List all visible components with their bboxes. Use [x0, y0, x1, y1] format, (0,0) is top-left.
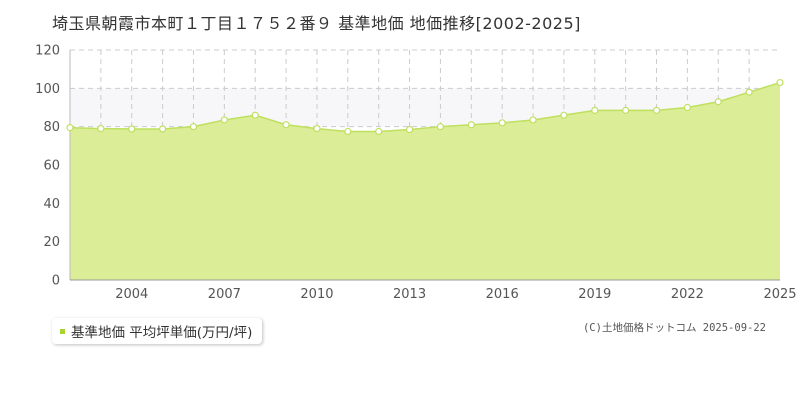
data-point [189, 123, 198, 131]
y-tick-label: 100 [35, 82, 60, 97]
x-tick-label: 2019 [578, 287, 611, 302]
data-point [344, 127, 352, 136]
x-tick-label: 2013 [393, 287, 426, 302]
data-point [313, 124, 321, 133]
x-tick-label: 2016 [486, 287, 519, 302]
data-point [436, 123, 445, 131]
data-point [714, 98, 722, 106]
data-point [652, 106, 661, 114]
legend-marker [60, 328, 65, 334]
data-point [745, 88, 753, 96]
data-point [282, 121, 290, 129]
data-point [405, 125, 414, 134]
data-point [159, 125, 167, 133]
data-point [498, 119, 506, 127]
x-tick-label: 2025 [763, 287, 796, 302]
data-point [467, 121, 475, 129]
data-point [375, 127, 383, 136]
series-line [69, 81, 781, 133]
y-tick-label: 120 [35, 44, 60, 59]
copyright-text: (C)土地価格ドットコム 2025-09-22 [582, 322, 766, 334]
data-point [776, 78, 784, 87]
y-tick-label: 40 [43, 197, 60, 212]
data-point [220, 116, 228, 124]
chart-title: 埼玉県朝霞市本町１丁目１７５２番９ 基準地価 地価推移[2002-2025] [52, 14, 581, 33]
data-point [591, 106, 599, 114]
x-tick-label: 2022 [671, 287, 704, 302]
y-tick-label: 20 [43, 235, 60, 250]
data-point [529, 116, 537, 124]
series-area [70, 82, 780, 280]
data-point [622, 106, 630, 114]
y-tick-label: 0 [52, 274, 60, 289]
legend-label: 基準地価 平均坪単価(万円/坪) [71, 325, 253, 341]
y-tick-label: 60 [43, 159, 60, 174]
data-point [251, 111, 259, 119]
data-point [97, 124, 105, 133]
data-point [66, 124, 74, 132]
x-tick-label: 2010 [300, 287, 333, 302]
x-tick-label: 2007 [208, 287, 241, 302]
data-point [560, 111, 568, 119]
data-point [128, 125, 136, 133]
chart-legend: 基準地価 平均坪単価(万円/坪) [52, 318, 263, 344]
x-tick-label: 2004 [115, 287, 148, 302]
y-tick-label: 80 [43, 120, 60, 135]
data-point [683, 103, 691, 112]
